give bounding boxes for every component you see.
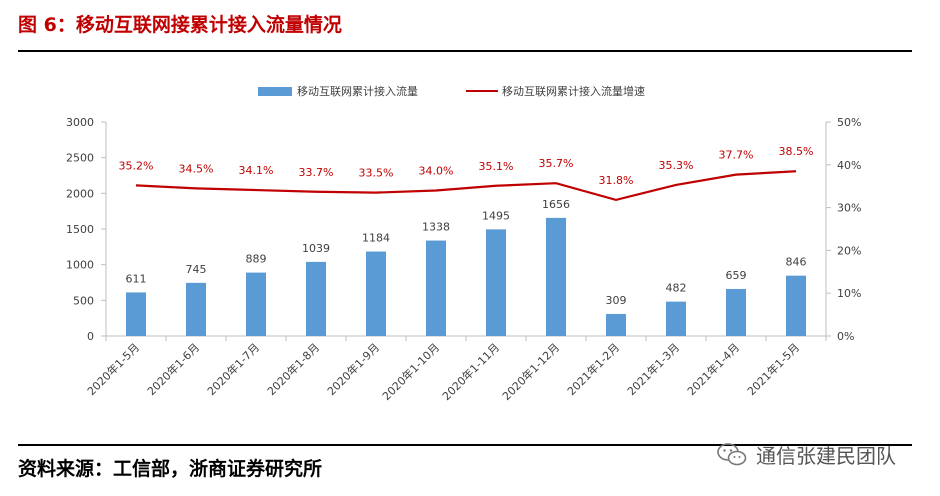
line-data-label: 37.7% xyxy=(719,149,754,162)
y-right-tick-label: 30% xyxy=(837,202,861,215)
bar xyxy=(306,261,326,336)
bar-data-label: 482 xyxy=(666,282,687,295)
bar xyxy=(246,272,266,336)
bar xyxy=(606,313,626,336)
y-left-tick-label: 500 xyxy=(73,294,94,307)
combo-chart: 移动互联网累计接入流量 移动互联网累计接入流量增速 0 500 1000 1500 2000… xyxy=(66,84,861,403)
y-left-tick-label: 1000 xyxy=(66,259,94,272)
bar xyxy=(546,217,566,336)
bar-data-label: 1184 xyxy=(362,232,390,245)
x-tick-label: 2020年1-10月 xyxy=(379,340,442,403)
line-data-label: 35.1% xyxy=(479,160,514,173)
legend-swatch-bar xyxy=(258,87,292,96)
x-tick-label: 2020年1-12月 xyxy=(499,340,562,403)
growth-line xyxy=(135,170,797,202)
line-data-label: 34.0% xyxy=(419,164,454,177)
watermark-text: 通信张建民团队 xyxy=(756,444,896,468)
y-right-tick-label: 20% xyxy=(837,244,861,257)
y-left-tick-label: 3000 xyxy=(66,116,94,129)
bottom-rule xyxy=(18,444,912,446)
x-tick-label: 2020年1-7月 xyxy=(204,340,262,398)
chart-title: 图 6：移动互联网接累计接入流量情况 xyxy=(18,14,342,36)
top-rule xyxy=(18,50,912,52)
bar xyxy=(666,301,686,336)
y-right-tick-label: 0% xyxy=(837,330,854,343)
legend-label-bar: 移动互联网累计接入流量 xyxy=(297,84,418,98)
bar-data-label: 745 xyxy=(186,263,207,276)
line-data-label: 35.7% xyxy=(539,157,574,170)
watermark: 通信张建民团队 xyxy=(716,440,896,469)
y-left-tick-label: 2500 xyxy=(66,152,94,165)
bar xyxy=(366,251,386,336)
source-note: 资料来源：工信部，浙商证券研究所 xyxy=(18,458,323,480)
y-left-tick-label: 0 xyxy=(87,330,94,343)
line-data-label: 35.2% xyxy=(119,159,154,172)
bar-data-label: 889 xyxy=(246,253,267,266)
x-tick-label: 2021年1-2月 xyxy=(564,340,622,398)
bar xyxy=(186,282,206,336)
line-data-label: 33.7% xyxy=(299,166,334,179)
x-tick-label: 2021年1-5月 xyxy=(744,340,802,398)
bar-data-label: 1495 xyxy=(482,209,510,222)
legend-label-line: 移动互联网累计接入流量增速 xyxy=(502,84,645,98)
bar xyxy=(426,240,446,336)
bar-data-label: 659 xyxy=(726,269,747,282)
bar xyxy=(486,229,506,336)
x-tick-label: 2020年1-9月 xyxy=(324,340,382,398)
bar-data-label: 1039 xyxy=(302,242,330,255)
x-tick-label: 2020年1-6月 xyxy=(144,340,202,398)
bar xyxy=(786,275,806,336)
x-tick-label: 2020年1-5月 xyxy=(84,340,142,398)
line-data-label: 33.5% xyxy=(359,167,394,180)
bar xyxy=(126,292,146,336)
x-tick-label: 2021年1-3月 xyxy=(624,340,682,398)
x-tick-label: 2021年1-4月 xyxy=(684,340,742,398)
line-data-label: 35.3% xyxy=(659,159,694,172)
y-left-tick-label: 2000 xyxy=(66,187,94,200)
bar-data-label: 309 xyxy=(606,294,627,307)
line-data-label: 34.1% xyxy=(239,164,274,177)
line-data-label: 31.8% xyxy=(599,174,634,187)
bar-data-label: 846 xyxy=(786,256,807,269)
x-tick-label: 2020年1-11月 xyxy=(439,340,502,403)
wechat-icon xyxy=(717,442,747,465)
y-left-tick-label: 1500 xyxy=(66,223,94,236)
line-data-label: 34.5% xyxy=(179,162,214,175)
x-tick-label: 2020年1-8月 xyxy=(264,340,322,398)
bar-data-label: 611 xyxy=(126,272,147,285)
bar xyxy=(726,288,746,336)
line-data-label: 38.5% xyxy=(779,145,814,158)
y-right-tick-label: 10% xyxy=(837,287,861,300)
y-right-tick-label: 40% xyxy=(837,159,861,172)
bar-data-label: 1338 xyxy=(422,221,450,234)
bar-data-label: 1656 xyxy=(542,198,570,211)
y-right-tick-label: 50% xyxy=(837,116,861,129)
